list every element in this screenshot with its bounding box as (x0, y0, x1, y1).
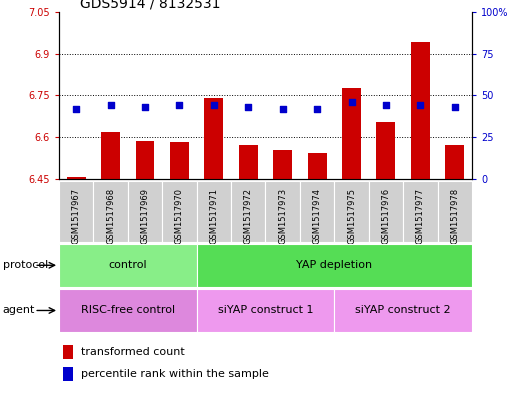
Text: RISC-free control: RISC-free control (81, 305, 175, 316)
Bar (403, 181, 438, 242)
Bar (196, 244, 472, 287)
Bar (63, 367, 73, 381)
Bar (231, 181, 266, 242)
Text: GSM1517976: GSM1517976 (382, 188, 390, 244)
Text: GDS5914 / 8132531: GDS5914 / 8132531 (80, 0, 220, 11)
Text: siYAP construct 1: siYAP construct 1 (218, 305, 313, 316)
Point (450, 104, 459, 110)
Bar (135, 141, 154, 179)
Text: transformed count: transformed count (81, 347, 185, 357)
Point (107, 102, 115, 108)
Point (72, 106, 81, 112)
Text: GSM1517973: GSM1517973 (278, 188, 287, 244)
Point (416, 102, 424, 108)
Bar (265, 181, 300, 242)
Bar (308, 153, 327, 179)
Text: GSM1517978: GSM1517978 (450, 188, 459, 244)
Text: GSM1517969: GSM1517969 (141, 188, 149, 244)
Bar (93, 181, 128, 242)
Bar (59, 244, 196, 287)
Text: GSM1517971: GSM1517971 (209, 188, 219, 244)
Text: GSM1517967: GSM1517967 (72, 188, 81, 244)
Bar (369, 181, 403, 242)
Point (347, 99, 356, 105)
Point (279, 106, 287, 112)
Text: agent: agent (3, 305, 35, 316)
Point (382, 102, 390, 108)
Bar (300, 181, 334, 242)
Bar (128, 181, 162, 242)
Text: YAP depletion: YAP depletion (296, 260, 372, 270)
Bar (334, 181, 369, 242)
Text: siYAP construct 2: siYAP construct 2 (356, 305, 451, 316)
Point (244, 104, 252, 110)
Bar (438, 181, 472, 242)
Bar (411, 42, 430, 179)
Point (175, 102, 184, 108)
Point (313, 106, 321, 112)
Bar (67, 177, 86, 179)
Bar (162, 181, 196, 242)
Bar (377, 122, 396, 179)
Bar (334, 289, 472, 332)
Text: GSM1517977: GSM1517977 (416, 188, 425, 244)
Text: control: control (109, 260, 147, 270)
Text: GSM1517972: GSM1517972 (244, 188, 253, 244)
Bar (239, 145, 258, 179)
Bar (196, 181, 231, 242)
Text: protocol: protocol (3, 260, 48, 270)
Bar (59, 181, 93, 242)
Bar (273, 150, 292, 179)
Point (141, 104, 149, 110)
Text: GSM1517968: GSM1517968 (106, 188, 115, 244)
Bar (59, 289, 196, 332)
Bar (170, 142, 189, 179)
Text: GSM1517970: GSM1517970 (175, 188, 184, 244)
Bar (445, 145, 464, 179)
Text: percentile rank within the sample: percentile rank within the sample (81, 369, 269, 379)
Bar (342, 88, 361, 179)
Bar (101, 132, 120, 179)
Text: GSM1517975: GSM1517975 (347, 188, 356, 244)
Bar (196, 289, 334, 332)
Bar (63, 345, 73, 360)
Point (210, 102, 218, 108)
Bar (204, 97, 223, 179)
Text: GSM1517974: GSM1517974 (312, 188, 322, 244)
